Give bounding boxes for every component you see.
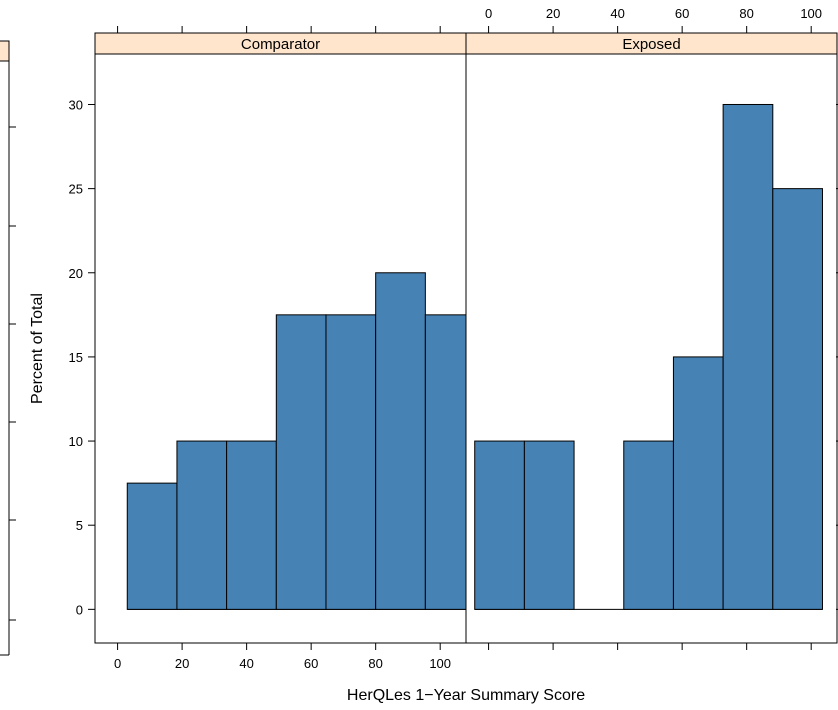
y-tick-label: 0 [76, 602, 83, 617]
partial-strip [0, 40, 10, 62]
x-tick-label-top: 60 [675, 6, 689, 21]
histogram-bar [176, 440, 228, 610]
x-tick-label-top: 80 [739, 6, 753, 21]
x-tick-label: 100 [429, 656, 451, 671]
x-tick-label-top: 100 [800, 6, 822, 21]
x-tick-label: 60 [304, 656, 318, 671]
x-axis-label: HerQLes 1−Year Summary Score [347, 687, 585, 704]
histogram-bar [623, 440, 674, 610]
strip-label: Comparator [241, 36, 320, 53]
x-tick-label: 80 [368, 656, 382, 671]
histogram-bar [772, 188, 823, 610]
y-axis-label: Percent of Total [29, 293, 46, 404]
x-tick-label: 0 [114, 656, 121, 671]
y-tick-label: 30 [69, 97, 83, 112]
histogram-bar [375, 272, 426, 610]
x-tick-label-top: 20 [546, 6, 560, 21]
y-tick-label: 25 [69, 182, 83, 197]
histogram-bar [722, 103, 774, 610]
x-tick-label-top: 40 [610, 6, 624, 21]
x-axis-bottom: 0 20 40 60 80 100 [114, 643, 812, 671]
right-axis [836, 103, 838, 610]
x-tick-label-top: 0 [485, 6, 492, 21]
x-tick-label: 40 [239, 656, 253, 671]
y-tick-label: 10 [69, 434, 83, 449]
chart-panels: Comparator Exposed [94, 32, 838, 644]
histogram-bar [523, 440, 575, 610]
histogram-bar [275, 314, 327, 610]
histogram-bar [325, 314, 377, 610]
histogram-bar [126, 482, 178, 610]
x-axis-top: 0 20 40 60 80 100 [117, 6, 822, 33]
strip-exposed [465, 32, 838, 55]
histogram-bar [474, 440, 525, 610]
strip-label: Exposed [622, 36, 680, 53]
y-tick-label: 15 [69, 350, 83, 365]
histogram-bar [672, 356, 724, 610]
panel-comparator: Comparator [94, 32, 476, 644]
x-tick-label: 20 [175, 656, 189, 671]
left-partial-panel [0, 40, 16, 656]
panel-exposed: Exposed [465, 32, 838, 644]
y-axis: 0 5 10 15 20 25 30 [69, 97, 95, 617]
y-tick-label: 5 [76, 518, 83, 533]
y-tick-label: 20 [69, 266, 83, 281]
histogram-bar [226, 440, 277, 610]
